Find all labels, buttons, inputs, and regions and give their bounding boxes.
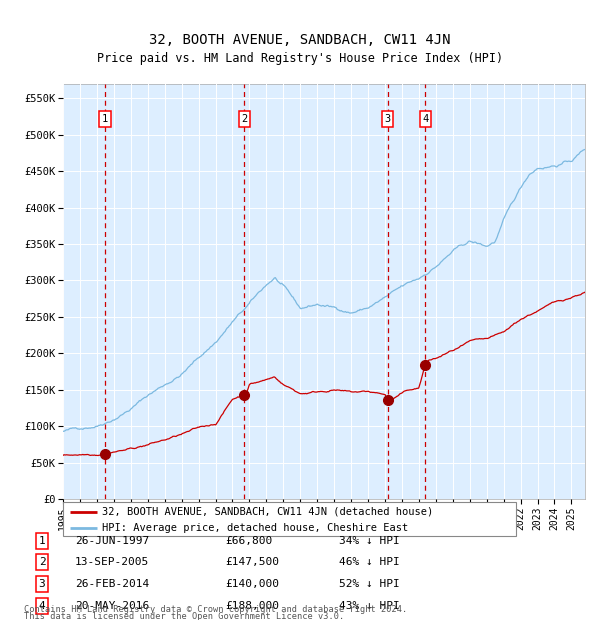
Text: 3: 3 (38, 579, 46, 589)
Text: This data is licensed under the Open Government Licence v3.0.: This data is licensed under the Open Gov… (24, 612, 344, 620)
Text: 32, BOOTH AVENUE, SANDBACH, CW11 4JN: 32, BOOTH AVENUE, SANDBACH, CW11 4JN (149, 33, 451, 47)
Text: 43% ↓ HPI: 43% ↓ HPI (339, 601, 400, 611)
Text: Price paid vs. HM Land Registry's House Price Index (HPI): Price paid vs. HM Land Registry's House … (97, 53, 503, 65)
Text: 2: 2 (241, 114, 247, 124)
Text: 26-JUN-1997: 26-JUN-1997 (75, 536, 149, 546)
Text: 32, BOOTH AVENUE, SANDBACH, CW11 4JN (detached house): 32, BOOTH AVENUE, SANDBACH, CW11 4JN (de… (101, 507, 433, 516)
Text: 46% ↓ HPI: 46% ↓ HPI (339, 557, 400, 567)
Text: 52% ↓ HPI: 52% ↓ HPI (339, 579, 400, 589)
Text: HPI: Average price, detached house, Cheshire East: HPI: Average price, detached house, Ches… (101, 523, 408, 533)
Text: 4: 4 (422, 114, 428, 124)
Text: Contains HM Land Registry data © Crown copyright and database right 2024.: Contains HM Land Registry data © Crown c… (24, 604, 407, 614)
Text: £66,800: £66,800 (225, 536, 272, 546)
Text: 3: 3 (385, 114, 391, 124)
Text: 13-SEP-2005: 13-SEP-2005 (75, 557, 149, 567)
Text: 4: 4 (38, 601, 46, 611)
Text: 34% ↓ HPI: 34% ↓ HPI (339, 536, 400, 546)
Text: £188,000: £188,000 (225, 601, 279, 611)
Text: £147,500: £147,500 (225, 557, 279, 567)
Text: 2: 2 (38, 557, 46, 567)
Text: 26-FEB-2014: 26-FEB-2014 (75, 579, 149, 589)
FancyBboxPatch shape (63, 502, 516, 536)
Text: £140,000: £140,000 (225, 579, 279, 589)
Text: 1: 1 (102, 114, 108, 124)
Text: 1: 1 (38, 536, 46, 546)
Text: 20-MAY-2016: 20-MAY-2016 (75, 601, 149, 611)
